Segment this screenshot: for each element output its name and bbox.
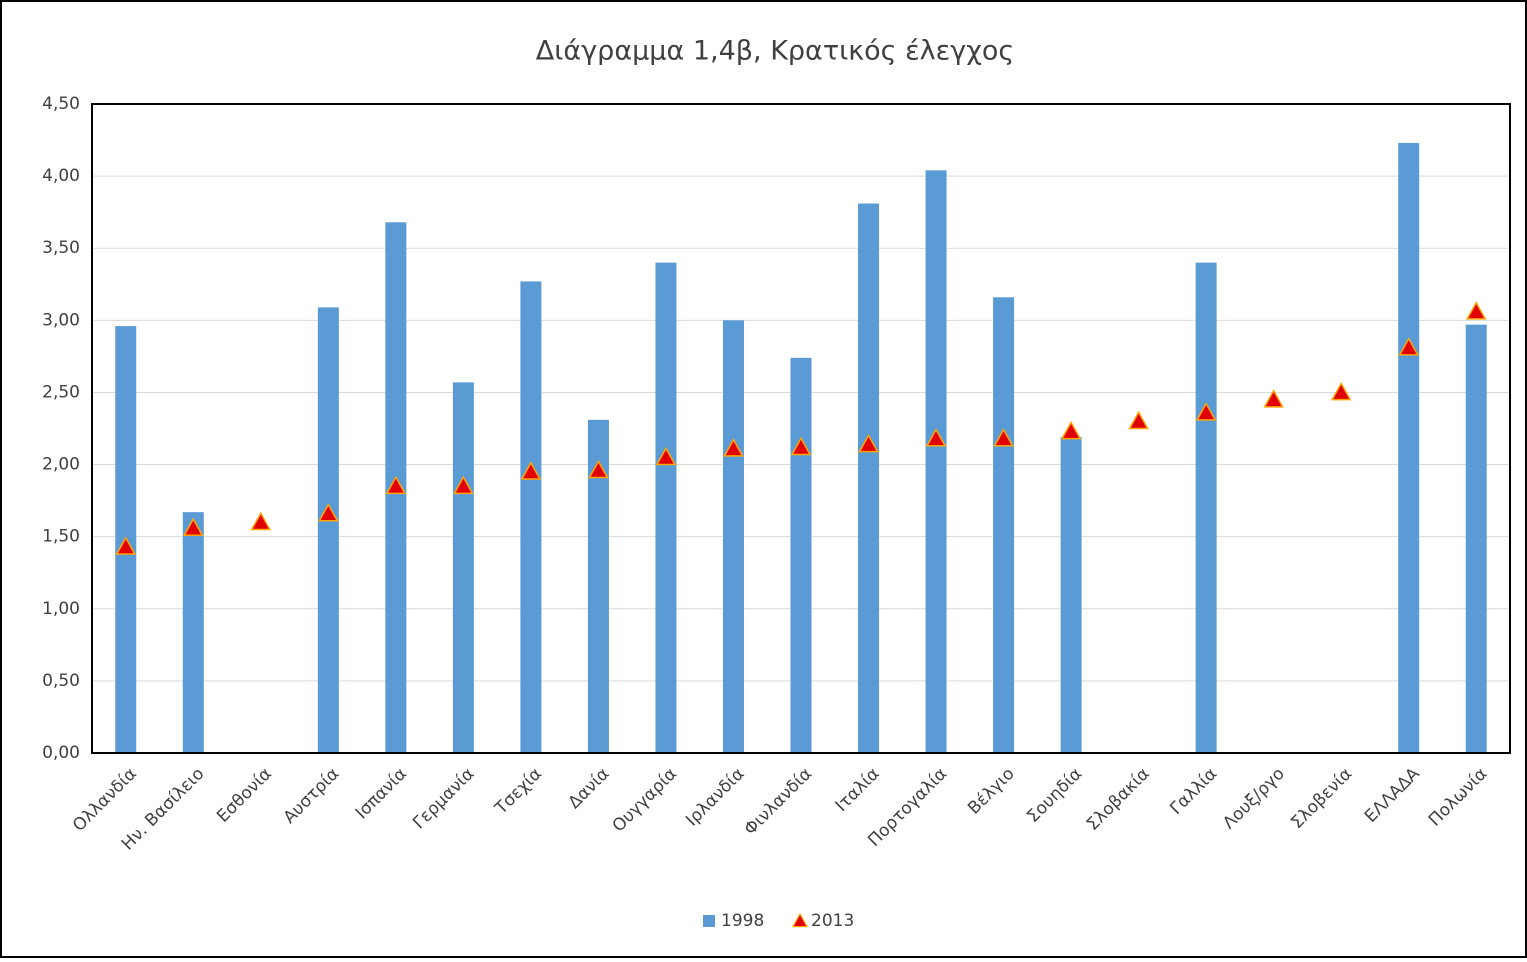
- marker: [1263, 389, 1284, 408]
- bar: [587, 419, 609, 753]
- bar: [1398, 142, 1420, 753]
- y-tick-label: 2,50: [42, 382, 80, 402]
- marker: [250, 511, 272, 531]
- bar: [925, 170, 947, 753]
- marker: [723, 438, 744, 457]
- marker: [453, 475, 474, 495]
- bar: [317, 307, 339, 753]
- marker: [1060, 420, 1082, 440]
- y-tick-label: 1,00: [42, 599, 80, 619]
- marker: [1330, 381, 1352, 401]
- legend-swatch: [791, 912, 809, 928]
- marker: [993, 428, 1014, 447]
- bar: [452, 382, 474, 753]
- y-tick-label: 4,00: [42, 166, 80, 186]
- legend-label: 1998: [721, 911, 764, 931]
- bar: [655, 262, 677, 753]
- chart-title: Διάγραμμα 1,4β, Κρατικός έλεγχος: [536, 36, 1014, 67]
- bar: [520, 281, 542, 753]
- marker: [588, 459, 609, 479]
- legend-swatch: [703, 915, 715, 927]
- y-tick-label: 2,00: [42, 455, 80, 475]
- bar: [722, 320, 744, 753]
- y-tick-label: 4,50: [42, 94, 80, 114]
- y-tick-label: 1,50: [42, 527, 80, 547]
- marker: [655, 446, 677, 466]
- marker: [1128, 410, 1149, 430]
- marker: [183, 517, 204, 536]
- marker: [1465, 301, 1487, 320]
- y-tick-label: 3,00: [42, 310, 80, 330]
- bar: [790, 357, 812, 753]
- y-tick-label: 0,00: [42, 743, 80, 763]
- y-tick-label: 0,50: [42, 671, 80, 691]
- marker: [1398, 337, 1419, 356]
- marker: [1195, 402, 1217, 421]
- marker: [318, 503, 339, 522]
- bar: [858, 203, 880, 754]
- marker: [925, 428, 947, 447]
- bar: [182, 512, 204, 753]
- bar: [993, 297, 1015, 753]
- marker: [790, 436, 812, 456]
- marker: [115, 536, 137, 555]
- bar: [1195, 262, 1217, 753]
- marker: [520, 461, 542, 480]
- y-tick-label: 3,50: [42, 238, 80, 258]
- bar: [1465, 324, 1487, 753]
- bar: [1060, 437, 1082, 753]
- legend-label: 2013: [811, 911, 854, 931]
- marker: [385, 475, 407, 495]
- marker: [858, 433, 879, 453]
